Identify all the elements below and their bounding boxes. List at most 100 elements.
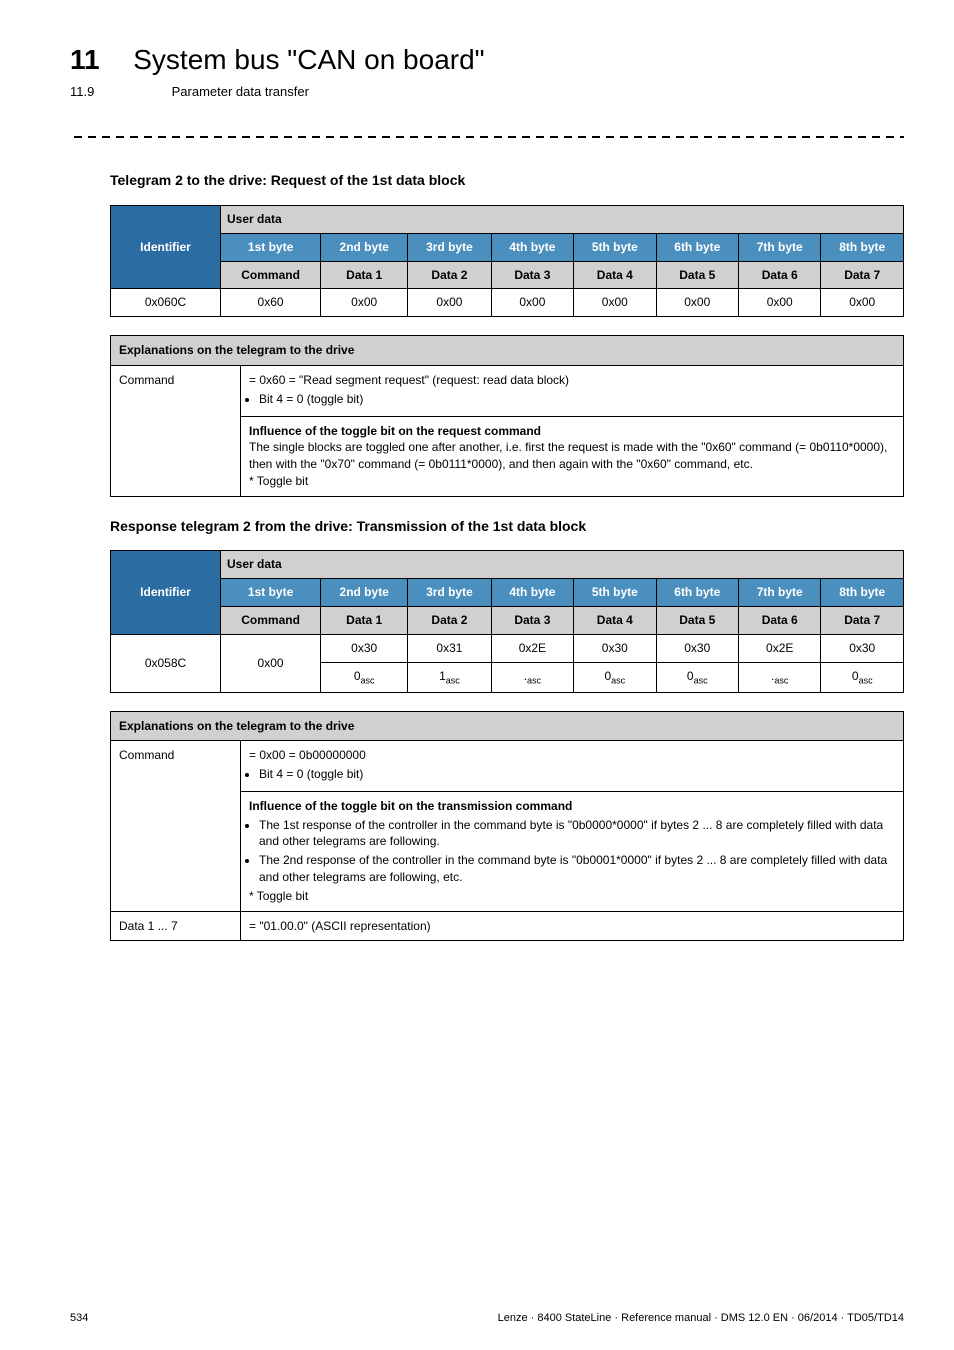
cell: 0x30 <box>656 634 738 662</box>
data-label: Data 4 <box>574 261 656 289</box>
expl-cell: Influence of the toggle bit on the reque… <box>241 416 904 496</box>
byte-hdr: 1st byte <box>221 579 321 607</box>
data-label: Data 3 <box>491 606 573 634</box>
data-label: Data 2 <box>408 261 491 289</box>
expl-cell: Influence of the toggle bit on the trans… <box>241 791 904 911</box>
cell: 0x30 <box>574 634 656 662</box>
labels-row: Command Data 1 Data 2 Data 3 Data 4 Data… <box>111 261 904 289</box>
byte-hdr: 6th byte <box>656 579 738 607</box>
cell: 0x2E <box>739 634 821 662</box>
cell: 0x00 <box>574 289 656 317</box>
cell: 0x60 <box>221 289 321 317</box>
telegram-request-table: Identifier User data 1st byte 2nd byte 3… <box>110 205 904 317</box>
expl-label: Data 1 ... 7 <box>111 911 241 941</box>
page-number: 534 <box>70 1311 88 1326</box>
data-label: Data 5 <box>656 261 738 289</box>
cell: 0x00 <box>821 289 904 317</box>
cell: 0x00 <box>739 289 821 317</box>
data-label: Data 7 <box>821 261 904 289</box>
byte-hdr: 3rd byte <box>408 233 491 261</box>
expl-bullet: The 1st response of the controller in th… <box>259 817 895 851</box>
subheading-response-telegram-2: Response telegram 2 from the drive: Tran… <box>110 517 904 537</box>
table-row: 0x058C 0x00 0x30 0x31 0x2E 0x30 0x30 0x2… <box>111 634 904 662</box>
subheading-telegram-2-request: Telegram 2 to the drive: Request of the … <box>110 171 904 191</box>
explanations-table-1: Explanations on the telegram to the driv… <box>110 335 904 497</box>
col-identifier: Identifier <box>111 551 221 634</box>
cell: 0x00 <box>408 289 491 317</box>
expl-footnote: * Toggle bit <box>249 474 308 488</box>
cell: 0x30 <box>821 634 904 662</box>
cell-asc: 0asc <box>656 662 738 692</box>
expl-cell: = 0x00 = 0b00000000 Bit 4 = 0 (toggle bi… <box>241 741 904 792</box>
data-label: Data 6 <box>739 606 821 634</box>
cell-asc: 0asc <box>574 662 656 692</box>
byte-hdr: 4th byte <box>491 233 573 261</box>
data-label: Data 6 <box>739 261 821 289</box>
bytes-row: 1st byte 2nd byte 3rd byte 4th byte 5th … <box>111 233 904 261</box>
cell: 0x058C <box>111 634 221 692</box>
cell-asc: .asc <box>739 662 821 692</box>
expl-bullet: Bit 4 = 0 (toggle bit) <box>259 391 895 408</box>
expl-subtitle: Influence of the toggle bit on the reque… <box>249 424 541 438</box>
cell: 0x00 <box>491 289 573 317</box>
section-number: 11.9 <box>70 83 168 101</box>
cell: 0x00 <box>321 289 408 317</box>
expl-header: Explanations on the telegram to the driv… <box>111 336 904 366</box>
byte-hdr: 5th byte <box>574 233 656 261</box>
cell-asc: 1asc <box>408 662 491 692</box>
chapter-number: 11 <box>70 40 100 79</box>
section-header: 11.9 Parameter data transfer <box>70 83 904 101</box>
data-label: Command <box>221 606 321 634</box>
byte-hdr: 2nd byte <box>321 579 408 607</box>
expl-subtitle: Influence of the toggle bit on the trans… <box>249 799 572 813</box>
data-label: Data 1 <box>321 606 408 634</box>
cell: 0x30 <box>321 634 408 662</box>
cell-asc: 0asc <box>321 662 408 692</box>
chapter-title: System bus "CAN on board" <box>133 40 484 79</box>
labels-row: Command Data 1 Data 2 Data 3 Data 4 Data… <box>111 606 904 634</box>
data-label: Data 3 <box>491 261 573 289</box>
telegram-response-table: Identifier User data 1st byte 2nd byte 3… <box>110 550 904 692</box>
divider <box>70 129 904 143</box>
footer-reference: Lenze · 8400 StateLine · Reference manua… <box>498 1311 904 1326</box>
byte-hdr: 8th byte <box>821 579 904 607</box>
byte-hdr: 6th byte <box>656 233 738 261</box>
cell: 0x00 <box>656 289 738 317</box>
cell: 0x31 <box>408 634 491 662</box>
data-label: Command <box>221 261 321 289</box>
table-row: 0x060C 0x60 0x00 0x00 0x00 0x00 0x00 0x0… <box>111 289 904 317</box>
byte-hdr: 8th byte <box>821 233 904 261</box>
data-label: Data 5 <box>656 606 738 634</box>
col-userdata: User data <box>221 551 904 579</box>
explanations-table-2: Explanations on the telegram to the driv… <box>110 711 904 942</box>
cell: 0x060C <box>111 289 221 317</box>
data-label: Data 4 <box>574 606 656 634</box>
byte-hdr: 4th byte <box>491 579 573 607</box>
page-footer: 534 Lenze · 8400 StateLine · Reference m… <box>70 1311 904 1326</box>
byte-hdr: 3rd byte <box>408 579 491 607</box>
byte-hdr: 7th byte <box>739 579 821 607</box>
expl-label: Command <box>111 365 241 496</box>
byte-hdr: 7th byte <box>739 233 821 261</box>
expl-label: Command <box>111 741 241 911</box>
cell-asc: .asc <box>491 662 573 692</box>
data-label: Data 2 <box>408 606 491 634</box>
section-title: Parameter data transfer <box>172 84 309 99</box>
expl-footnote: * Toggle bit <box>249 889 308 903</box>
col-userdata: User data <box>221 205 904 233</box>
byte-hdr: 2nd byte <box>321 233 408 261</box>
expl-header: Explanations on the telegram to the driv… <box>111 711 904 741</box>
chapter-header: 11 System bus "CAN on board" <box>70 40 904 79</box>
cell: 0x2E <box>491 634 573 662</box>
data-label: Data 7 <box>821 606 904 634</box>
expl-text: The single blocks are toggled one after … <box>249 440 887 471</box>
expl-text: = "01.00.0" (ASCII representation) <box>241 911 904 941</box>
expl-text: = 0x60 = "Read segment request" (request… <box>249 373 569 387</box>
expl-cell: = 0x60 = "Read segment request" (request… <box>241 365 904 416</box>
expl-text: = 0x00 = 0b00000000 <box>249 748 366 762</box>
expl-bullet: The 2nd response of the controller in th… <box>259 852 895 886</box>
byte-hdr: 5th byte <box>574 579 656 607</box>
byte-hdr: 1st byte <box>221 233 321 261</box>
data-label: Data 1 <box>321 261 408 289</box>
expl-bullet: Bit 4 = 0 (toggle bit) <box>259 766 895 783</box>
